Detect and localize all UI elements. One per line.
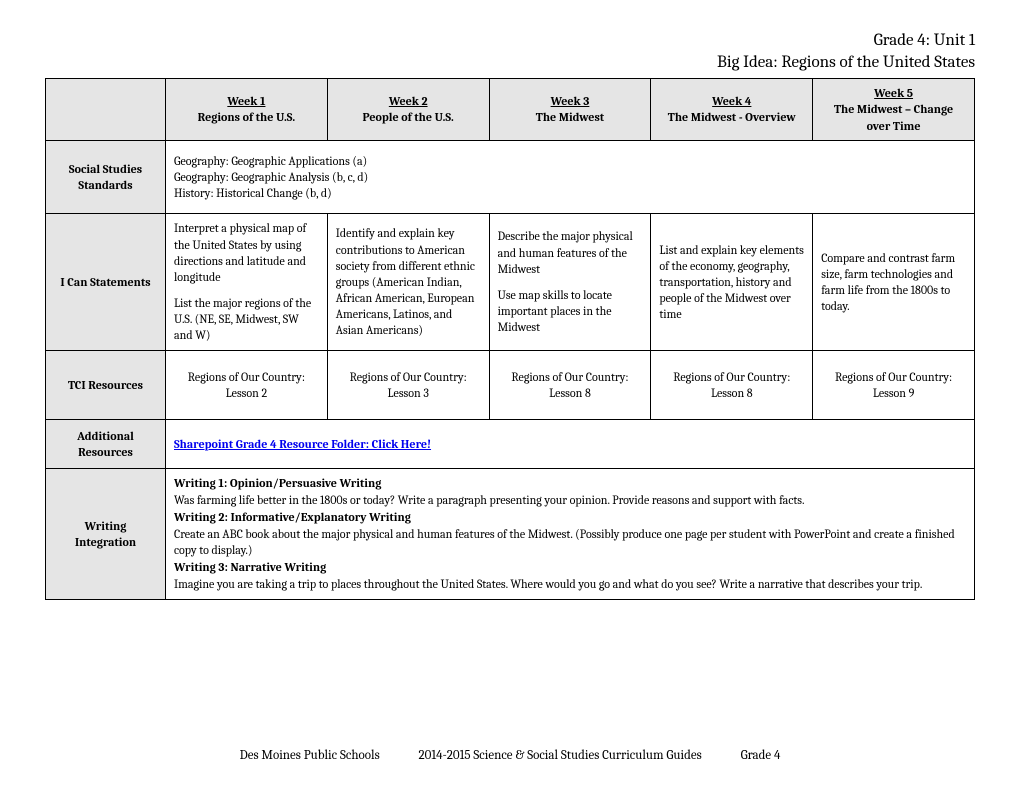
curriculum-table: Week 1 Regions of the U.S. Week 2 People… xyxy=(45,78,975,600)
tci-label: TCI Resources xyxy=(46,350,166,419)
additional-label: Additional Resources xyxy=(46,420,166,469)
footer-right: Grade 4 xyxy=(741,748,781,763)
page-footer: Des Moines Public Schools 2014-2015 Scie… xyxy=(0,748,1020,763)
week-1-header: Week 1 Regions of the U.S. xyxy=(166,79,328,141)
writing-cell: Writing 1: Opinion/Persuasive Writing Wa… xyxy=(166,469,975,600)
standards-cell: Geography: Geographic Applications (a) G… xyxy=(166,140,975,214)
standards-row: Social Studies Standards Geography: Geog… xyxy=(46,140,975,214)
tci-w2: Regions of Our Country: Lesson 3 xyxy=(327,350,489,419)
ican-w4: List and explain key elements of the eco… xyxy=(651,214,813,350)
week-5-header: Week 5 The Midwest – Change over Time xyxy=(813,79,975,141)
writing-row: Writing Integration Writing 1: Opinion/P… xyxy=(46,469,975,600)
additional-cell: Sharepoint Grade 4 Resource Folder: Clic… xyxy=(166,420,975,469)
week-2-header: Week 2 People of the U.S. xyxy=(327,79,489,141)
tci-w5: Regions of Our Country: Lesson 9 xyxy=(813,350,975,419)
ican-w3: Describe the major physical and human fe… xyxy=(489,214,651,350)
writing-label: Writing Integration xyxy=(46,469,166,600)
tci-w1: Regions of Our Country: Lesson 2 xyxy=(166,350,328,419)
week-4-header: Week 4 The Midwest - Overview xyxy=(651,79,813,141)
tci-row: TCI Resources Regions of Our Country: Le… xyxy=(46,350,975,419)
header-line-2: Big Idea: Regions of the United States xyxy=(45,52,975,74)
ican-w5: Compare and contrast farm size, farm tec… xyxy=(813,214,975,350)
standards-label: Social Studies Standards xyxy=(46,140,166,214)
tci-w3: Regions of Our Country: Lesson 8 xyxy=(489,350,651,419)
blank-corner xyxy=(46,79,166,141)
ican-w1: Interpret a physical map of the United S… xyxy=(166,214,328,350)
header-line-1: Grade 4: Unit 1 xyxy=(45,30,975,52)
ican-label: I Can Statements xyxy=(46,214,166,350)
footer-left: Des Moines Public Schools xyxy=(240,748,380,763)
ican-row: I Can Statements Interpret a physical ma… xyxy=(46,214,975,350)
sharepoint-link[interactable]: Sharepoint Grade 4 Resource Folder: Clic… xyxy=(174,437,431,451)
week-header-row: Week 1 Regions of the U.S. Week 2 People… xyxy=(46,79,975,141)
footer-mid: 2014-2015 Science & Social Studies Curri… xyxy=(419,748,702,763)
tci-w4: Regions of Our Country: Lesson 8 xyxy=(651,350,813,419)
ican-w2: Identify and explain key contributions t… xyxy=(327,214,489,350)
week-3-header: Week 3 The Midwest xyxy=(489,79,651,141)
additional-row: Additional Resources Sharepoint Grade 4 … xyxy=(46,420,975,469)
page-header: Grade 4: Unit 1 Big Idea: Regions of the… xyxy=(45,30,975,74)
